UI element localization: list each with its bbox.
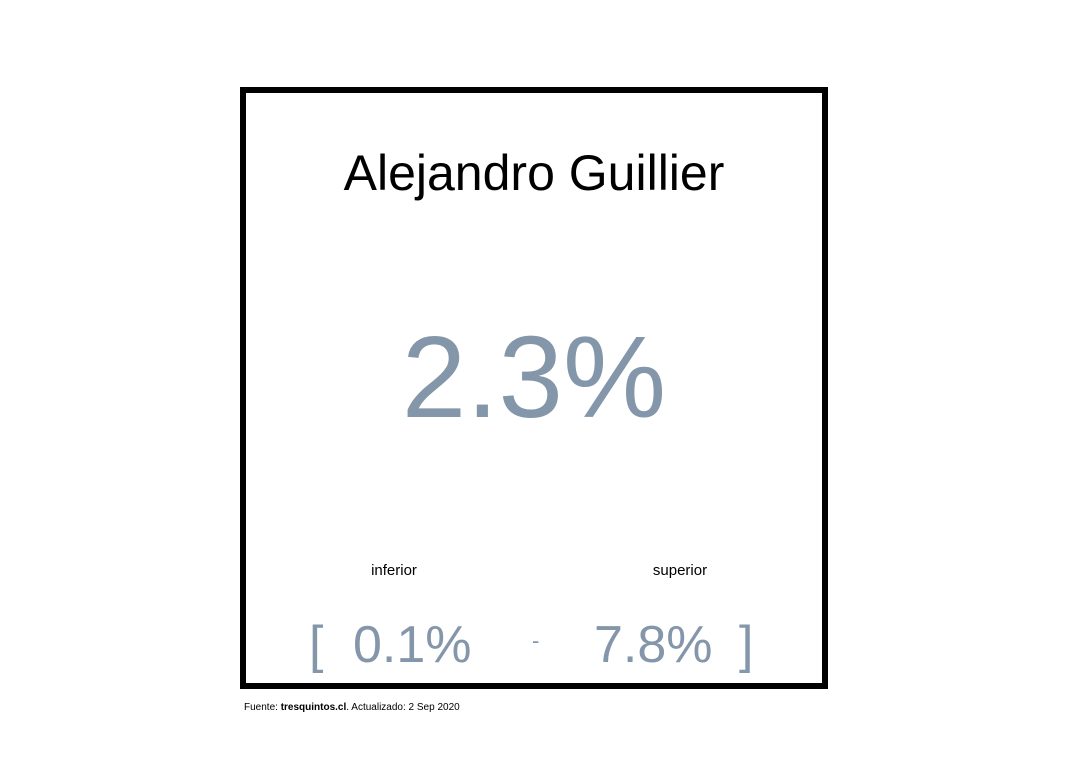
upper-bound-value: 7.8% [594,616,713,674]
estimate-card: Alejandro Guillier 2.3% inferior superio… [240,87,828,689]
range-bracket-open: [ [309,616,324,674]
estimate-value: 2.3% [401,312,667,442]
lower-bound-value: 0.1% [353,616,472,674]
candidate-name: Alejandro Guillier [343,145,725,201]
upper-bound-label: superior [652,562,708,579]
footer-source: tresquintos.cl [280,702,347,713]
range-bracket-close: ] [739,616,754,674]
footer-prefix: Fuente: [244,702,281,713]
range-separator: - [532,628,540,653]
footer-updated: . Actualizado: 2 Sep 2020 [346,702,460,713]
source-footer: Fuente: tresquintos.cl. Actualizado: 2 S… [244,702,460,714]
lower-bound-label: inferior [371,562,417,579]
